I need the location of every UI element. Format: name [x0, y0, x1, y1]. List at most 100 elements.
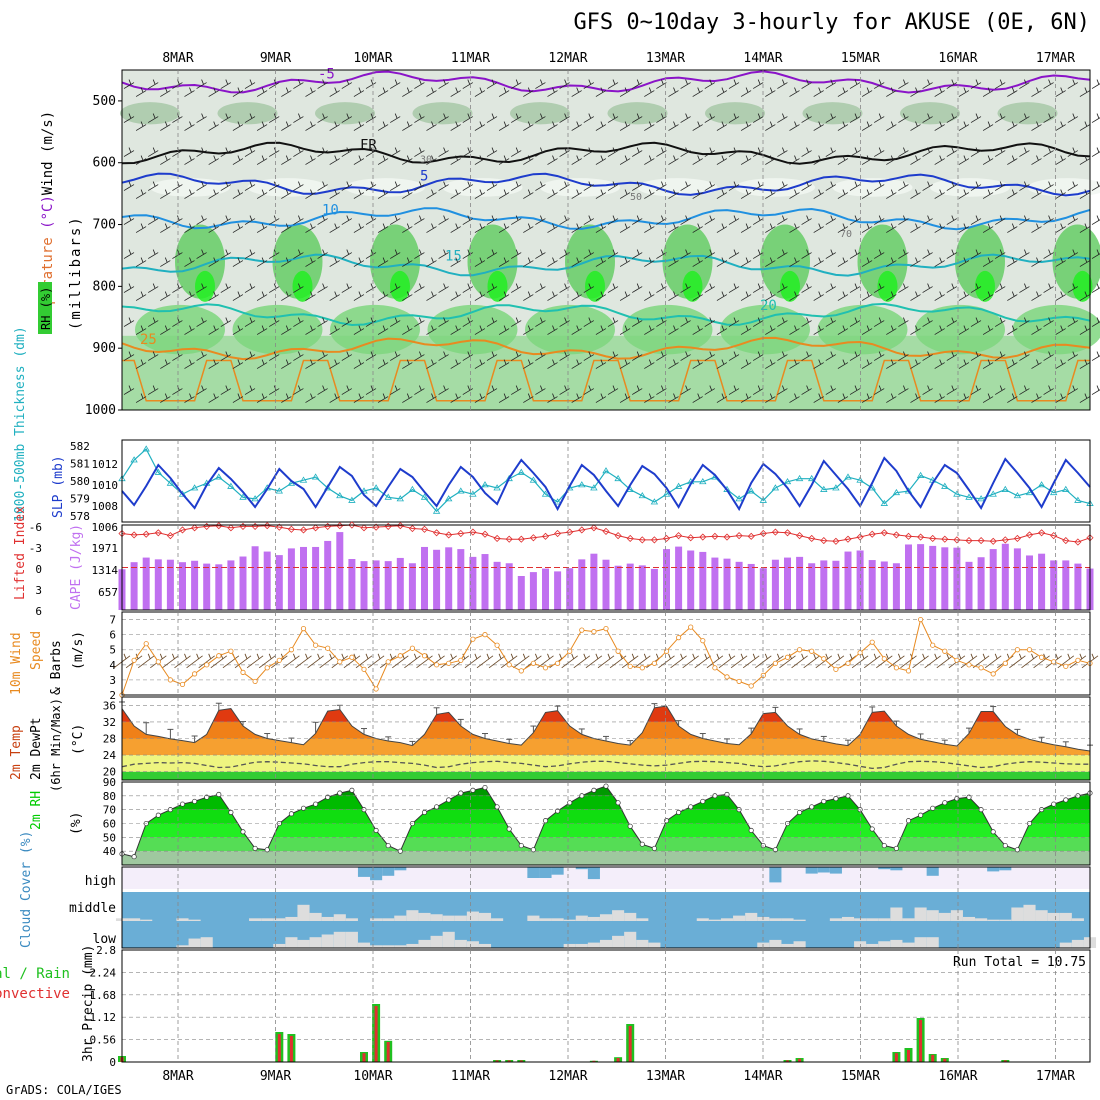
wind-barb: [1055, 257, 1066, 267]
wind-barb: [123, 249, 135, 259]
wind-speed-marker: [1026, 647, 1033, 653]
wind-barb: [716, 155, 728, 165]
wind-barb: [160, 121, 171, 131]
wind-barb: [329, 155, 340, 165]
rh-patch: [150, 178, 230, 197]
wind-barb: [220, 147, 232, 157]
cloud-high-bar: [357, 867, 371, 877]
wind-barb: [970, 215, 982, 225]
li-marker: [662, 534, 671, 543]
cloud-mid-gap: [962, 916, 976, 921]
wind-barb: [644, 257, 655, 267]
wind-barb: [535, 385, 546, 395]
profile-background: [120, 70, 1100, 410]
wind-barb: [970, 181, 982, 191]
wind-barb: [317, 79, 328, 89]
li-tick: 3: [35, 584, 42, 597]
rh-marker: [228, 809, 234, 815]
wind-barb: [426, 87, 437, 97]
wind-barb: [547, 325, 558, 335]
wind-barb: [644, 325, 655, 335]
cloud-mid-gap: [466, 911, 479, 921]
wind-barb: [861, 223, 873, 233]
wind-barb: [256, 155, 268, 165]
cloud-mid-gap: [1071, 918, 1084, 921]
wind-barb: [1043, 147, 1054, 157]
wind-barb: [293, 181, 304, 191]
thickness-marker: [227, 482, 235, 489]
wind-barb: [353, 223, 365, 233]
wind-barb: [922, 147, 933, 157]
rh-marker: [252, 845, 258, 851]
wind-barb: [740, 257, 752, 267]
isotherm-line: [121, 207, 1091, 231]
rh-marker: [567, 800, 573, 806]
wind-barb: [135, 257, 147, 267]
wind-barb: [305, 155, 316, 165]
wind-barb: [619, 257, 631, 267]
thickness-marker: [759, 496, 768, 503]
wind-barb: [777, 113, 788, 123]
cloud-high-bar: [878, 867, 891, 870]
wind-tick: 7: [109, 614, 116, 627]
wind-barb: [196, 283, 207, 293]
wind-barb: [474, 291, 486, 301]
wind-barb: [1031, 223, 1042, 233]
wind-speed-marker: [433, 662, 440, 668]
cape-bar: [203, 563, 211, 610]
wind-barb: [559, 317, 570, 327]
wind-barb: [341, 249, 353, 259]
cloud-low-gap: [1071, 939, 1084, 948]
surface-wind-barb: [863, 653, 881, 669]
rh-marker: [385, 843, 391, 849]
wind-speed-marker: [167, 677, 173, 683]
wind-barb: [728, 249, 740, 259]
wind-barb: [607, 181, 619, 191]
wind-barb: [329, 257, 340, 267]
wind-barb: [861, 359, 873, 369]
thickness-marker: [360, 487, 368, 494]
wind-barb: [341, 283, 353, 293]
wind-speed-marker: [1002, 660, 1008, 666]
li-marker: [796, 532, 804, 540]
precip-convective-bar: [907, 1050, 910, 1062]
wind-barb: [535, 249, 546, 259]
rh-patch: [735, 178, 815, 197]
cloud-low-gap: [357, 942, 371, 948]
thickness-marker: [215, 473, 223, 480]
wind-barb: [898, 79, 909, 89]
wind-barb: [571, 359, 582, 369]
wind-barb: [583, 79, 595, 89]
wind-barb: [716, 257, 728, 267]
thickness-marker: [311, 473, 320, 480]
rh-marker: [1063, 797, 1069, 803]
li-marker: [638, 536, 646, 544]
wind-barb: [595, 325, 607, 335]
wind-barb: [293, 215, 304, 225]
wind-barb: [777, 283, 788, 293]
wind-barb: [619, 87, 631, 97]
wind-barb: [886, 257, 897, 267]
wind-barb: [523, 155, 534, 165]
wind-barb: [256, 121, 268, 131]
wind-barb: [1043, 181, 1054, 191]
cloud-high-bar: [769, 867, 782, 883]
wind-barb: [523, 359, 534, 369]
wind-barb: [728, 385, 740, 395]
cape-bar: [505, 563, 513, 610]
li-marker: [977, 537, 985, 545]
wind-barb: [644, 223, 655, 233]
rh-marker: [748, 827, 754, 833]
date-label-bottom: 15MAR: [841, 1069, 880, 1084]
li-marker: [469, 528, 477, 536]
wind-barb: [813, 359, 824, 369]
cloud-row-middle: middle: [69, 901, 116, 916]
wind-barb: [1019, 317, 1030, 327]
cape-bar: [880, 561, 888, 610]
cloud-low-gap: [890, 939, 903, 948]
cloud-mid-gap: [249, 918, 262, 921]
wind-barb: [123, 385, 135, 395]
cape-ylabel: CAPE (J/kg): [69, 524, 84, 610]
wind-barb: [317, 215, 328, 225]
wind-barb: [825, 351, 837, 361]
